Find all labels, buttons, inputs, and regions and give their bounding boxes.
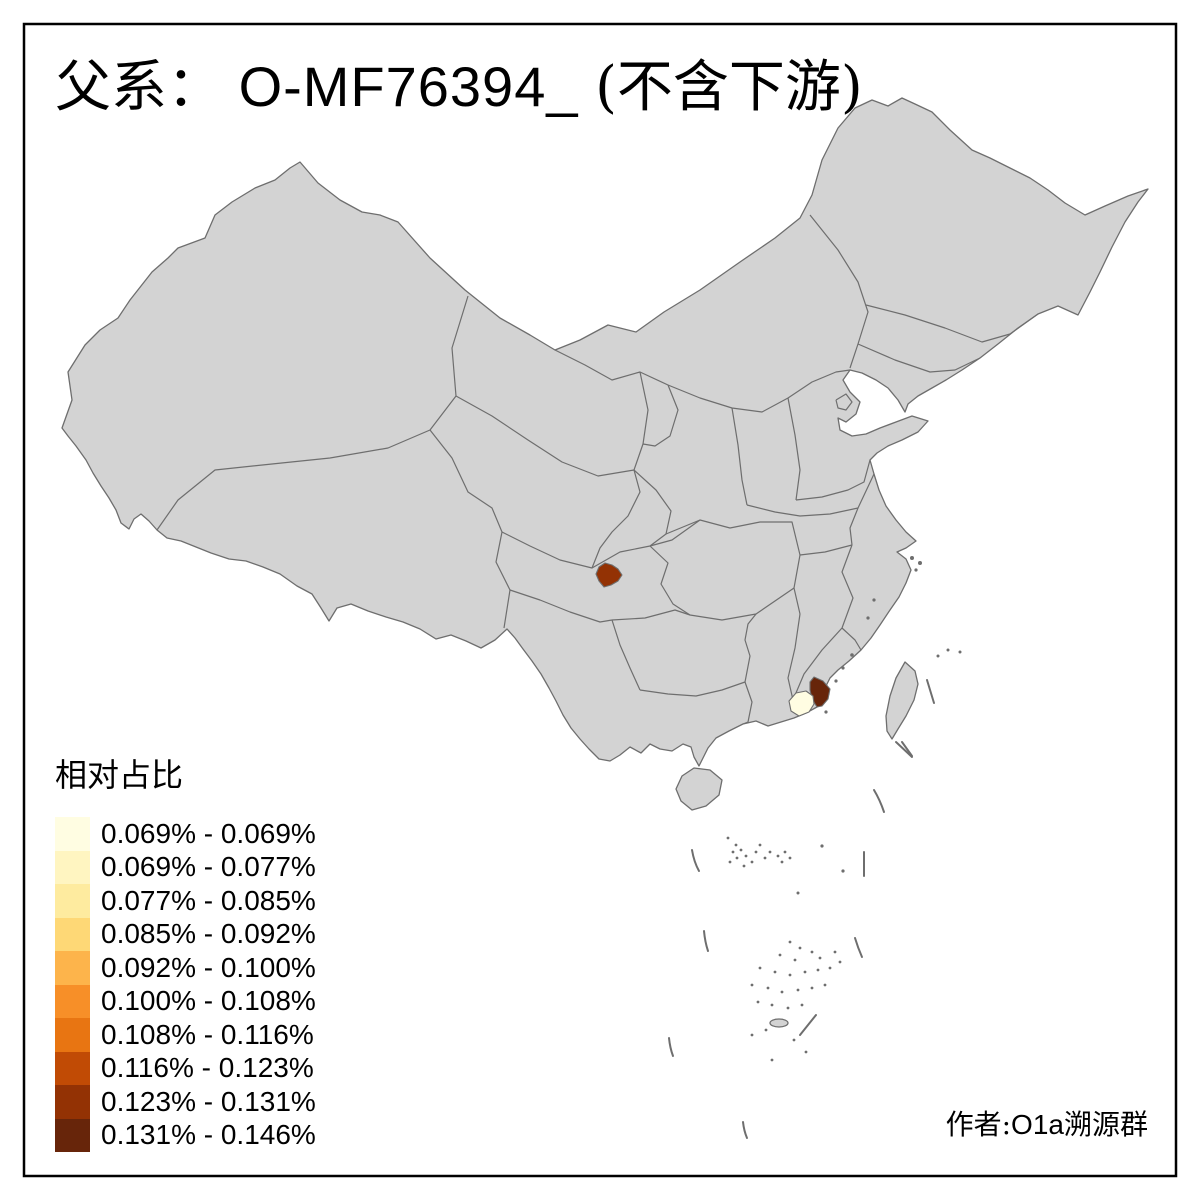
legend-row: 0.123% - 0.131% [55,1085,316,1119]
legend-swatch [55,1118,90,1152]
legend-row: 0.100% - 0.108% [55,984,316,1018]
legend-swatch [55,917,90,951]
legend-label: 0.131% - 0.146% [101,1119,316,1151]
legend-swatch [55,951,90,985]
page-title: 父系： O-MF76394_ (不含下游) [55,56,863,119]
legend-row: 0.131% - 0.146% [55,1118,316,1152]
legend-label: 0.123% - 0.131% [101,1085,316,1117]
author-credit: 作者:O1a溯源群 [946,1103,1148,1143]
legend-label: 0.077% - 0.085% [101,884,316,916]
legend-label: 0.085% - 0.092% [101,918,316,950]
hainan-island [675,767,723,811]
legend-label: 0.069% - 0.069% [101,817,316,849]
author-prefix: 作者: [945,1108,1012,1141]
legend-swatch [55,850,90,884]
legend-row: 0.069% - 0.077% [55,850,316,884]
province-borders [156,214,1039,725]
map-frame [22,22,1178,1178]
legend-swatch [55,1018,90,1052]
region-sichuan-basin [595,562,623,588]
legend-entries: 0.069% - 0.069% 0.069% - 0.077% 0.077% -… [55,817,316,1152]
legend-row: 0.116% - 0.123% [55,1051,316,1085]
mainland-china [61,97,1149,767]
author-group-latin: O1a [1011,1109,1064,1140]
legend-swatch [55,1085,90,1119]
legend-label: 0.100% - 0.108% [101,985,316,1017]
legend-row: 0.069% - 0.069% [55,817,316,851]
nine-dash-line-segments [668,679,935,1139]
author-group-cn: 溯源群 [1063,1108,1148,1141]
title-prefix: 父系： [55,55,223,120]
legend-row: 0.108% - 0.116% [55,1018,316,1052]
legend-label: 0.116% - 0.123% [101,1052,314,1084]
land-group [61,97,1149,1028]
legend-row: 0.092% - 0.100% [55,951,316,985]
region-east-guangdong-fujian-coast [809,676,831,708]
region-jieyang-area [788,690,815,717]
coastal-islands [796,556,962,895]
legend-label: 0.108% - 0.116% [101,1018,314,1050]
legend-swatch [55,884,90,918]
legend-row: 0.077% - 0.085% [55,884,316,918]
small-island [769,1018,789,1028]
legend-swatch [55,817,90,851]
highlighted-regions [595,562,831,717]
map-legend: 相对占比 0.069% - 0.069% 0.069% - 0.077% 0.0… [55,750,316,1152]
taiwan-island [885,661,919,740]
legend-swatch [55,1051,90,1085]
title-suffix: (不含下游) [595,55,863,120]
legend-title: 相对占比 [55,756,184,794]
legend-swatch [55,984,90,1018]
title-haplogroup-code: O-MF76394_ [238,55,596,118]
south-china-sea-islands [726,836,842,1062]
legend-label: 0.092% - 0.100% [101,951,316,983]
legend-row: 0.085% - 0.092% [55,917,316,951]
legend-label: 0.069% - 0.077% [101,851,316,883]
